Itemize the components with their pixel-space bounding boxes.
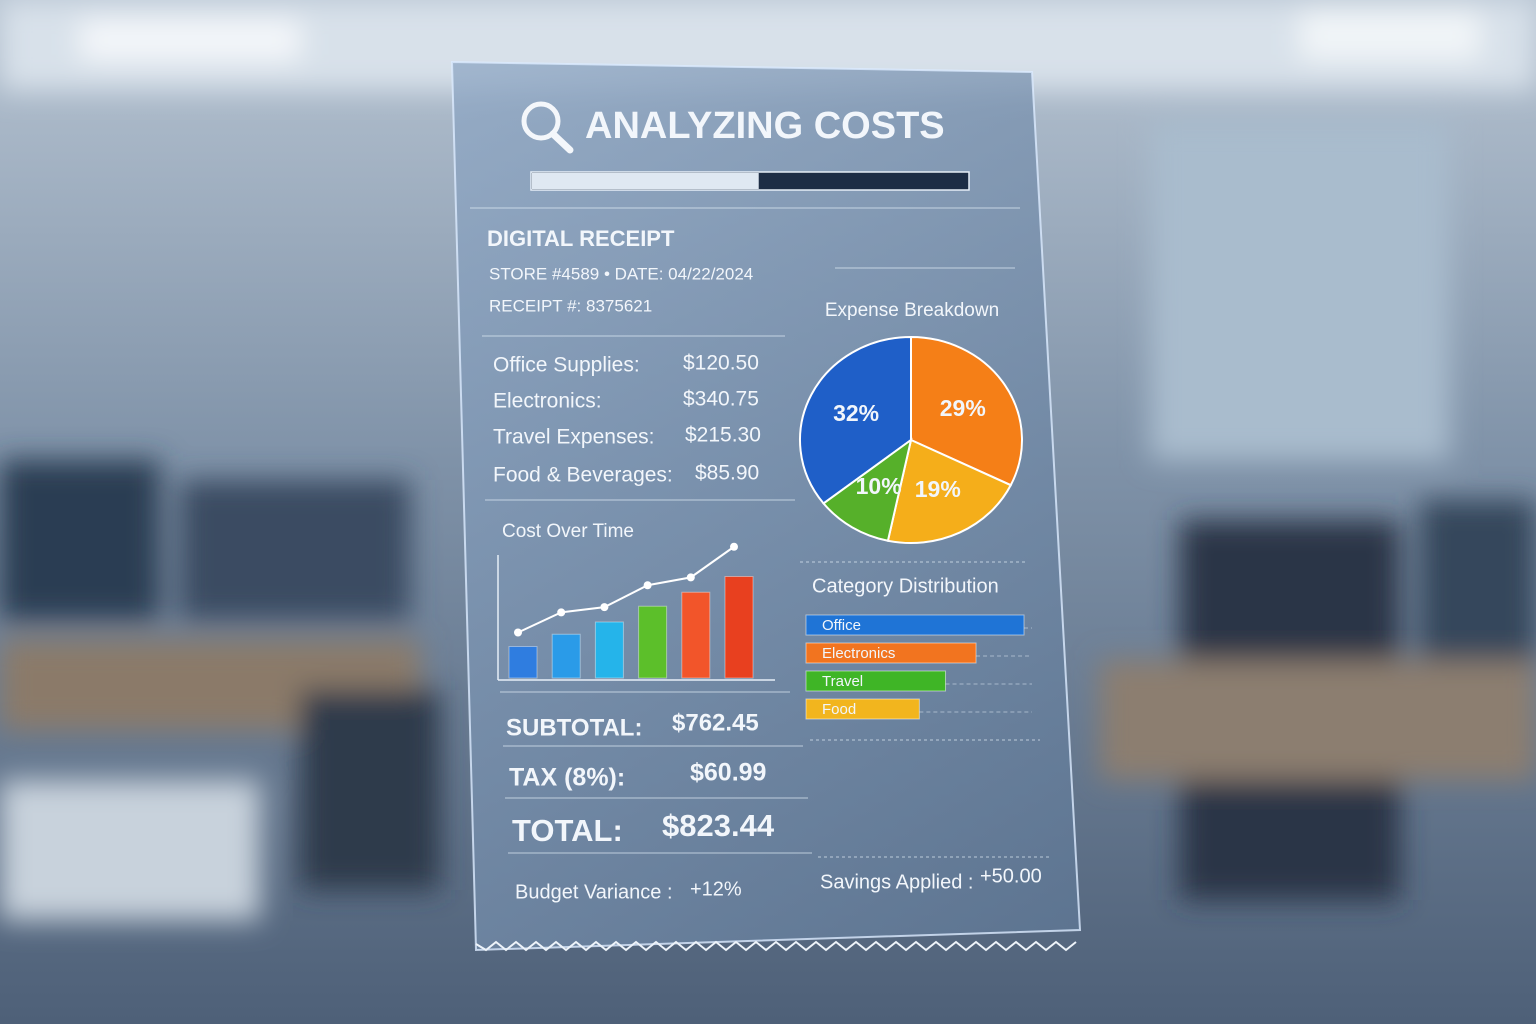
item-label: Travel Expenses:	[493, 426, 654, 449]
bar	[594, 621, 624, 679]
budget-variance-value: +12%	[690, 878, 742, 900]
budget-variance-label: Budget Variance :	[515, 881, 673, 903]
pie-slice	[910, 335, 1023, 487]
trend-line	[517, 545, 735, 634]
trend-point	[557, 608, 566, 617]
trend-point	[643, 581, 652, 590]
item-label: Food & Beverages:	[493, 464, 673, 487]
pie-label: 32%	[833, 400, 879, 426]
title: ANALYZING COSTS	[585, 105, 945, 147]
receipt-line: RECEIPT #: 8375621	[489, 296, 652, 315]
hbar-label: Office	[822, 617, 861, 634]
receipt-title: DIGITAL RECEIPT	[487, 226, 675, 251]
hbar	[805, 698, 920, 720]
bar	[724, 576, 754, 679]
pie-label: 29%	[940, 395, 986, 421]
item-amount: $85.90	[695, 462, 759, 485]
savings-value: +50.00	[980, 865, 1042, 887]
glass-card	[450, 60, 1082, 952]
hbar-label: Electronics	[822, 645, 895, 662]
hbar	[805, 614, 1025, 636]
receipt-panel: ANALYZING COSTS DIGITAL RECEIPT STORE #4…	[450, 60, 1082, 952]
hbar	[805, 670, 947, 692]
bar	[638, 605, 668, 679]
savings-label: Savings Applied :	[820, 871, 973, 893]
bar	[681, 591, 711, 679]
pie-slice	[799, 335, 912, 505]
total-label: TAX (8%):	[509, 764, 625, 792]
pie-slice	[822, 437, 913, 542]
item-amount: $340.75	[683, 388, 759, 411]
bar	[551, 633, 581, 679]
chart-title: Category Distribution	[812, 575, 999, 597]
torn-edge	[475, 940, 1077, 952]
chart-title: Cost Over Time	[502, 521, 634, 542]
pie-label: 10%	[856, 473, 902, 499]
progress-fill	[532, 173, 759, 189]
store-line: STORE #4589 • DATE: 04/22/2024	[489, 264, 753, 283]
total-amount: $762.45	[672, 709, 759, 736]
pie-label: 19%	[915, 476, 961, 502]
search-icon-handle	[549, 130, 574, 154]
item-label: Office Supplies:	[493, 354, 640, 377]
trend-point	[600, 603, 609, 612]
total-amount: $823.44	[662, 808, 775, 843]
hbar-label: Travel	[822, 673, 863, 690]
item-amount: $120.50	[683, 352, 759, 375]
hbar	[805, 642, 977, 664]
hbar-label: Food	[822, 701, 856, 718]
trend-point	[730, 542, 738, 551]
item-label: Electronics:	[493, 390, 602, 413]
item-amount: $215.30	[685, 424, 761, 447]
chart-title: Expense Breakdown	[825, 300, 999, 321]
trend-point	[514, 628, 522, 637]
search-icon	[521, 101, 561, 141]
pie-slice	[886, 438, 1013, 544]
trend-point	[686, 573, 695, 582]
blurred-office	[0, 0, 1536, 920]
total-label: TOTAL:	[512, 813, 623, 848]
total-amount: $60.99	[690, 759, 766, 787]
bar	[508, 646, 538, 679]
total-label: SUBTOTAL:	[506, 714, 642, 741]
